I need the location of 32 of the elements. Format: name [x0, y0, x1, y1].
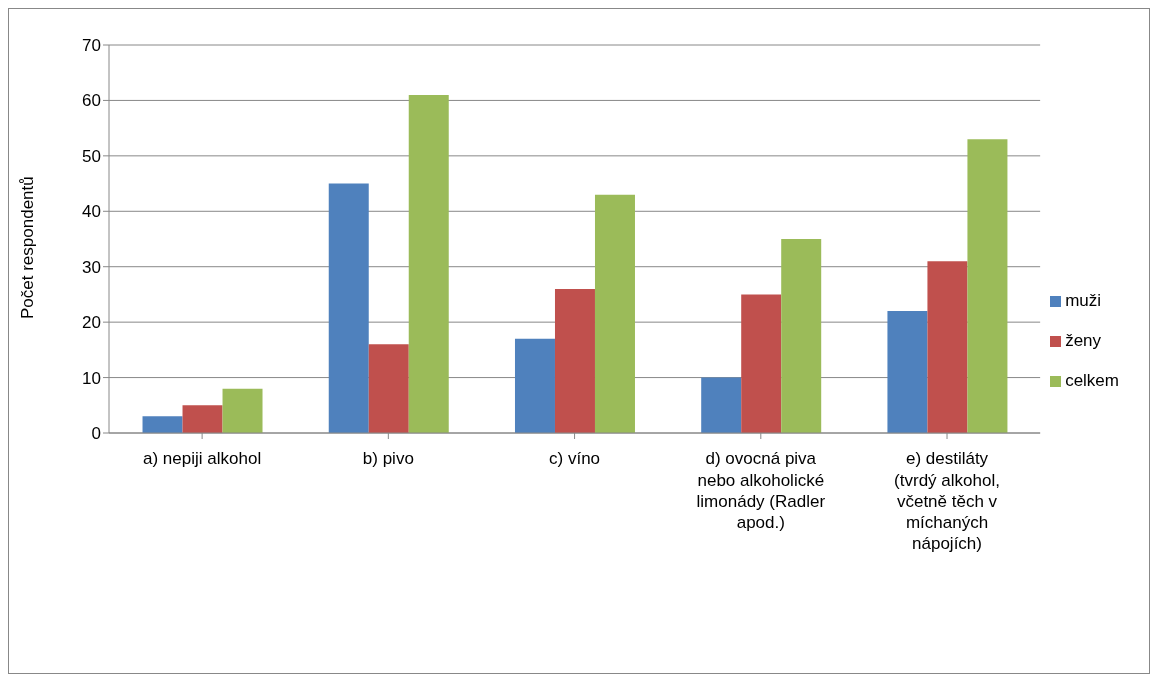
legend-label: muži	[1065, 291, 1102, 310]
bar	[408, 94, 449, 433]
legend-label: celkem	[1065, 371, 1119, 390]
y-tick-label: 40	[82, 202, 101, 222]
y-tick-label: 0	[91, 424, 101, 444]
bar	[887, 311, 928, 433]
y-tick-label: 50	[82, 146, 101, 166]
y-tick-label: 20	[82, 313, 101, 333]
y-axis-title: Počet respondentů	[18, 176, 38, 319]
bar	[514, 338, 555, 433]
bar	[741, 294, 782, 433]
bar	[594, 194, 635, 433]
legend-label: ženy	[1065, 331, 1102, 350]
x-tick-label: d) ovocná piva nebo alkoholické limonády (Radler apod.)	[696, 449, 826, 533]
bar	[328, 183, 369, 433]
x-tick-label: c) víno	[549, 449, 601, 469]
bar	[554, 288, 595, 433]
y-tick-label: 70	[82, 36, 101, 56]
x-tick-label: e) destiláty (tvrdý alkohol, včetně těch v míchaných nápojích)	[894, 449, 1000, 554]
bar	[701, 377, 742, 433]
bar	[927, 261, 968, 433]
bar	[368, 344, 409, 433]
bar	[967, 139, 1008, 433]
bar	[781, 239, 822, 433]
y-tick-label: 10	[82, 368, 101, 388]
x-tick-label: b) pivo	[362, 449, 414, 469]
y-tick-label: 30	[82, 257, 101, 277]
bar	[222, 388, 263, 433]
bar	[142, 416, 183, 433]
y-tick-label: 60	[82, 91, 101, 111]
x-tick-label: a) nepiji alkohol	[143, 449, 262, 469]
bar	[182, 405, 223, 433]
